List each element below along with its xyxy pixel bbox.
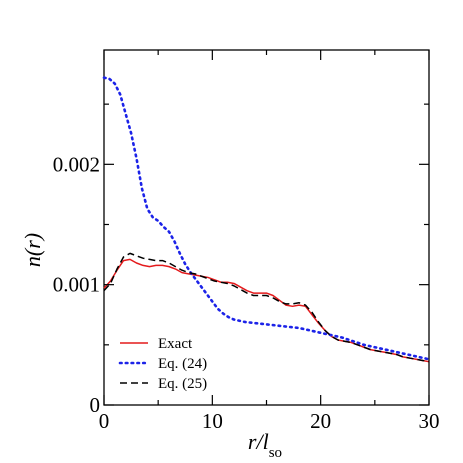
x-tick-label: 10 <box>202 409 223 433</box>
series-line-1 <box>103 258 430 363</box>
legend: Exact Eq. (24) Eq. (25) <box>118 336 207 392</box>
series-line-3 <box>103 252 430 363</box>
axis-ticks: 0 10 20 30 0 0.001 0.002 <box>53 50 440 433</box>
legend-label: Eq. (24) <box>158 356 207 372</box>
y-tick-label: 0 <box>90 393 101 417</box>
series-line-2 <box>102 76 431 361</box>
x-tick-label: 0 <box>99 409 110 433</box>
x-tick-label: 20 <box>310 409 331 433</box>
series-layer <box>102 76 431 363</box>
y-tick-label: 0.002 <box>53 152 100 176</box>
x-axis-label: r/lso <box>248 429 282 461</box>
y-axis-label: n(r) <box>20 233 45 267</box>
y-tick-label: 0.001 <box>53 273 100 297</box>
legend-label: Exact <box>158 336 193 352</box>
x-tick-label: 30 <box>419 409 440 433</box>
legend-label: Eq. (25) <box>158 376 207 392</box>
